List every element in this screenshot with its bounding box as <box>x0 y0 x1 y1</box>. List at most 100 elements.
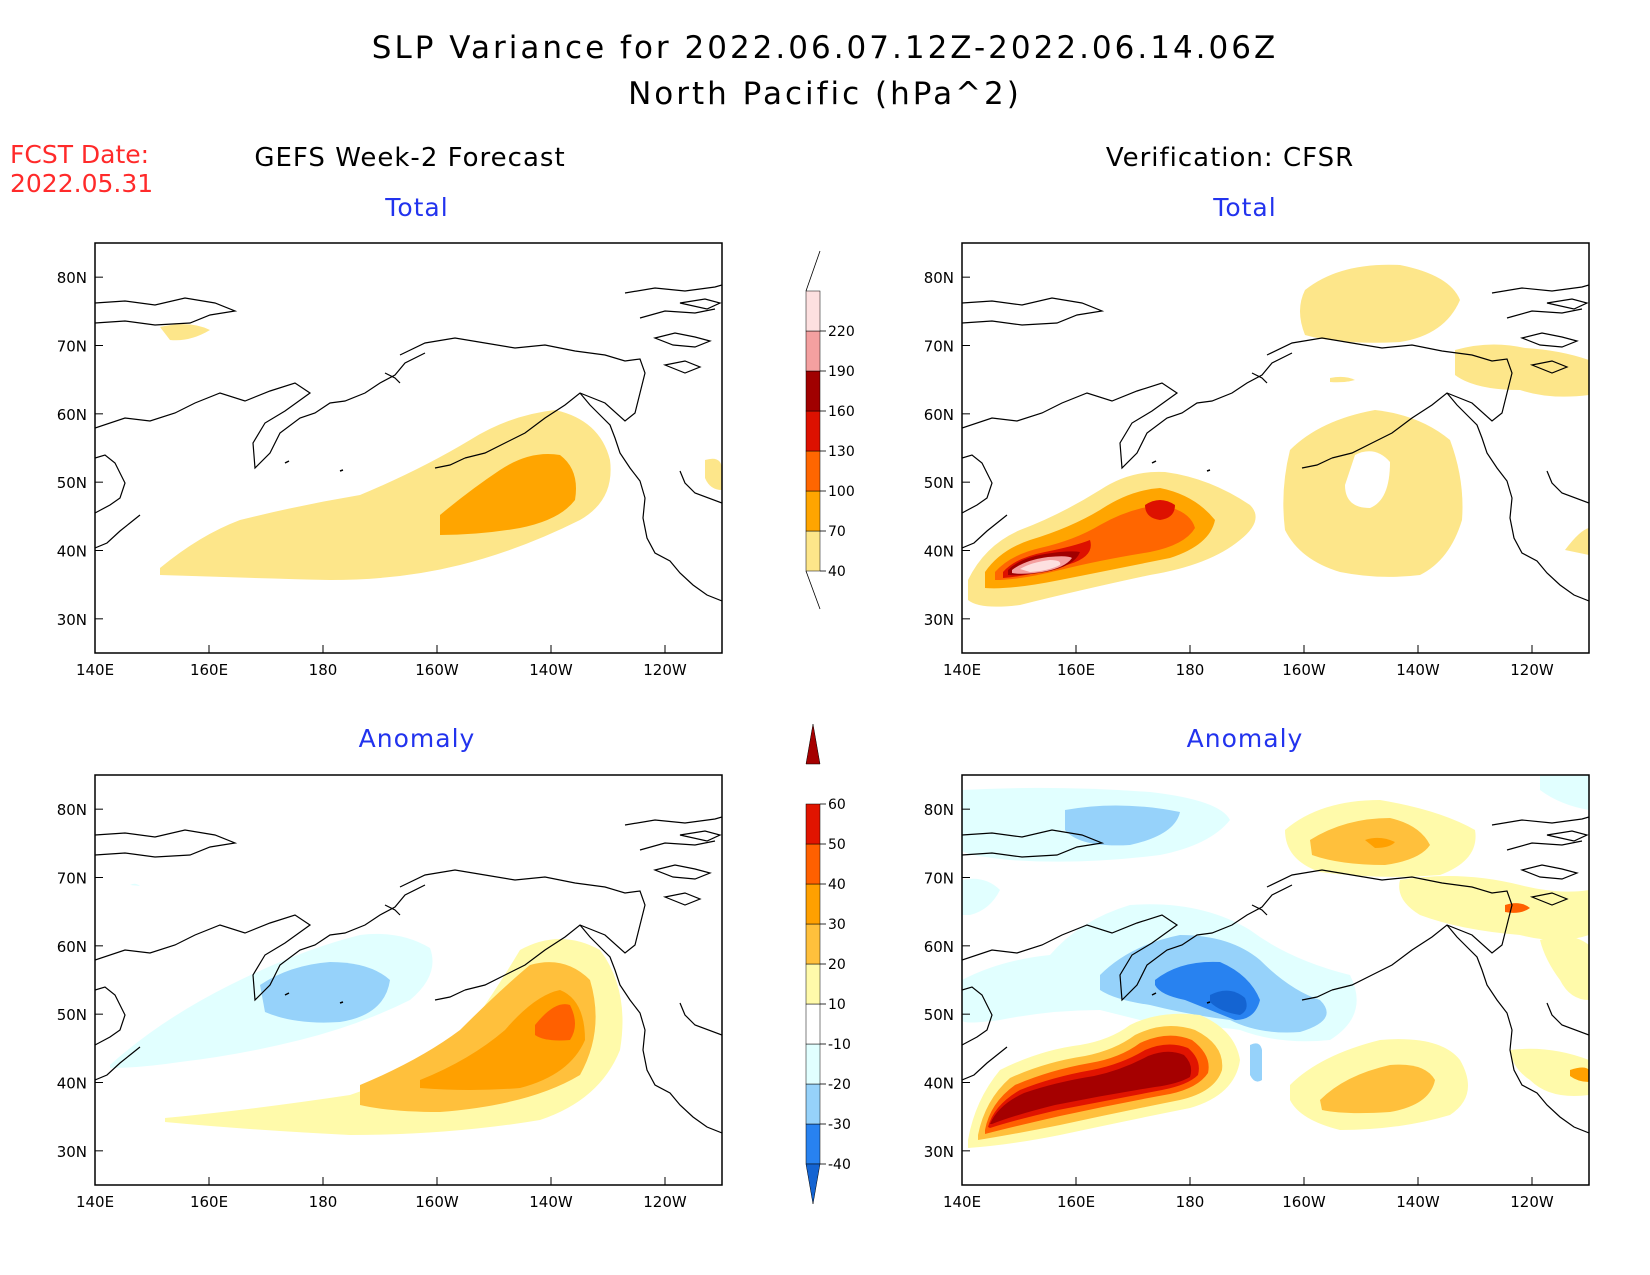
colorbar-label: 130 <box>828 444 855 460</box>
y-tick-label: 70N <box>924 870 954 888</box>
y-tick-label: 40N <box>57 1075 87 1093</box>
map-verification-total <box>961 242 1590 654</box>
contour-shape <box>1020 560 1061 572</box>
contour-shape <box>962 878 1000 915</box>
contour-shape <box>1540 936 1589 1000</box>
contour-shape <box>1145 500 1175 520</box>
contour-shape <box>1510 1048 1589 1096</box>
colorbar-label: 50 <box>828 837 846 853</box>
contour-shape <box>1345 451 1390 508</box>
y-tick-label: 80N <box>57 269 87 287</box>
x-tick-label: 140W <box>1396 661 1440 679</box>
panel-title-forecast-anomaly: Anomaly <box>358 724 476 753</box>
x-tick-label: 120W <box>1510 1193 1554 1211</box>
contour-shape <box>1300 264 1460 343</box>
colorbar-label: 40 <box>828 564 846 580</box>
contour-shape <box>1065 805 1180 846</box>
colorbar-swatch <box>805 1043 821 1085</box>
y-tick-label: 60N <box>924 938 954 956</box>
x-tick-label: 140E <box>943 1193 981 1211</box>
panel-title-forecast-total: Total <box>385 193 449 222</box>
x-tick-label: 180 <box>309 661 338 679</box>
contour-shape <box>160 324 210 341</box>
colorbar-label: 220 <box>828 324 855 340</box>
contour-shape <box>1330 376 1355 383</box>
x-tick-label: 140W <box>1396 1193 1440 1211</box>
colorbar-swatch <box>805 450 821 492</box>
colorbar-swatch <box>805 843 821 885</box>
y-tick-label: 30N <box>57 611 87 629</box>
contour-shape <box>260 962 390 1023</box>
y-tick-label: 80N <box>924 801 954 819</box>
colorbar-swatch <box>805 530 821 572</box>
x-tick-label: 140W <box>529 1193 573 1211</box>
x-tick-label: 180 <box>1176 1193 1205 1211</box>
x-tick-label: 120W <box>643 661 687 679</box>
colorbar-swatch <box>805 490 821 532</box>
y-tick-label: 50N <box>57 1006 87 1024</box>
forecast-date-label: FCST Date: 2022.05.31 <box>10 140 153 198</box>
axis-labels: 140E 160E 180 160W 140W 120W 80N 70N 60N 50N 40N 30… <box>57 269 1554 1211</box>
colorbar-swatch <box>805 410 821 452</box>
contour-shape <box>440 454 576 535</box>
map-forecast-total <box>94 242 723 654</box>
colorbars: 40 70 100 130 160 190 220 -40 -30 -20 -10 10 20 30 40 5… <box>805 250 855 1205</box>
y-tick-label: 40N <box>924 543 954 561</box>
y-tick-label: 60N <box>57 406 87 424</box>
y-tick-label: 60N <box>924 406 954 424</box>
contour-shape <box>1565 528 1589 555</box>
y-tick-label: 40N <box>57 543 87 561</box>
colorbar-bottom-arrow <box>805 1163 821 1205</box>
colorbar-swatch <box>805 883 821 925</box>
y-tick-label: 50N <box>57 474 87 492</box>
x-tick-label: 160W <box>415 661 459 679</box>
y-tick-label: 30N <box>57 1143 87 1161</box>
contour-shape <box>535 1004 575 1041</box>
contour-shape <box>1250 1043 1262 1082</box>
x-tick-label: 140E <box>76 661 114 679</box>
colorbar-label: -30 <box>828 1117 851 1133</box>
y-tick-label: 80N <box>924 269 954 287</box>
colorbar-label: 30 <box>828 917 846 933</box>
y-tick-label: 70N <box>57 338 87 356</box>
colorbar-swatch <box>805 370 821 412</box>
contour-shape <box>1540 775 1589 810</box>
left-column-title: GEFS Week-2 Forecast <box>254 143 566 173</box>
contour-shape <box>1455 344 1589 397</box>
page-subtitle: North Pacific (hPa^2) <box>628 76 1022 112</box>
x-tick-label: 180 <box>1176 661 1205 679</box>
x-tick-label: 140E <box>943 661 981 679</box>
page-title: SLP Variance for 2022.06.07.12Z-2022.06.… <box>371 30 1279 66</box>
colorbar-swatch <box>805 803 821 845</box>
colorbar-label: 70 <box>828 524 846 540</box>
colorbar-label: 20 <box>828 957 846 973</box>
fcst-date-value: 2022.05.31 <box>10 169 154 198</box>
x-tick-label: 160W <box>1282 661 1326 679</box>
contour-shape <box>420 990 585 1090</box>
map-verification-anomaly <box>961 774 1590 1186</box>
colorbar-label: 10 <box>828 997 846 1013</box>
panel-title-verification-anomaly: Anomaly <box>1186 724 1304 753</box>
right-column-title: Verification: CFSR <box>1105 143 1355 173</box>
colorbar-total: 40 70 100 130 160 190 220 <box>805 250 855 610</box>
contour-shape <box>1320 1064 1435 1114</box>
colorbar-swatch <box>805 330 821 372</box>
colorbar-swatch <box>805 1083 821 1125</box>
contour-shape <box>990 1051 1192 1124</box>
x-tick-label: 140W <box>529 661 573 679</box>
colorbar-swatch <box>805 1123 821 1165</box>
colorbar-bottom-arrow <box>805 570 821 610</box>
colorbar-label: -10 <box>828 1037 851 1053</box>
y-tick-label: 60N <box>57 938 87 956</box>
colorbar-swatch <box>805 1003 821 1045</box>
map-forecast-anomaly <box>94 774 723 1186</box>
colorbar-label: -20 <box>828 1077 851 1093</box>
x-tick-label: 160E <box>1057 1193 1095 1211</box>
x-tick-label: 160W <box>415 1193 459 1211</box>
panel-title-verification-total: Total <box>1213 193 1277 222</box>
contour-shape <box>1399 876 1589 940</box>
contour-shape <box>160 410 611 580</box>
colorbar-swatch <box>805 290 821 332</box>
x-tick-label: 160E <box>190 1193 228 1211</box>
